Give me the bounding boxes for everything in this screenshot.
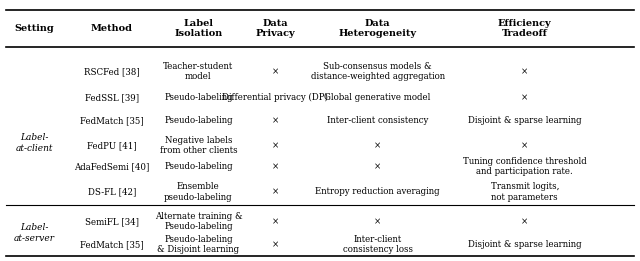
Text: Transmit logits,
not parameters: Transmit logits, not parameters [490,182,559,201]
Text: FedMatch [35]: FedMatch [35] [80,240,144,249]
Text: Data
Privacy: Data Privacy [255,19,295,38]
Text: RSCFed [38]: RSCFed [38] [84,67,140,76]
Text: FedSSL [39]: FedSSL [39] [85,93,139,102]
Text: Method: Method [91,24,133,33]
Text: ×: × [271,67,279,76]
Text: Differential privacy (DP): Differential privacy (DP) [222,93,328,102]
Text: Tuning confidence threshold
and participation rate.: Tuning confidence threshold and particip… [463,157,587,176]
Text: ×: × [271,217,279,226]
Text: ×: × [374,217,381,226]
Text: Inter-client consistency: Inter-client consistency [327,116,428,125]
Text: AdaFedSemi [40]: AdaFedSemi [40] [74,162,150,171]
Text: Pseudo-labeling: Pseudo-labeling [164,162,233,171]
Text: Label-
at-server: Label- at-server [14,223,55,242]
Text: Negative labels
from other clients: Negative labels from other clients [159,136,237,155]
Text: Sub-consensus models &
distance-weighted aggregation: Sub-consensus models & distance-weighted… [310,62,445,81]
Text: ×: × [271,116,279,125]
Text: ×: × [521,93,529,102]
Text: Pseudo-labeling: Pseudo-labeling [164,93,233,102]
Text: ×: × [374,141,381,150]
Text: Global generative model: Global generative model [324,93,431,102]
Text: ×: × [374,162,381,171]
Text: ×: × [271,162,279,171]
Text: ×: × [271,187,279,196]
Text: Label-
at-client: Label- at-client [16,133,53,153]
Text: Efficiency
Tradeoff: Efficiency Tradeoff [498,19,552,38]
Text: FedMatch [35]: FedMatch [35] [80,116,144,125]
Text: ×: × [521,141,529,150]
Text: Inter-client
consistency loss: Inter-client consistency loss [342,235,413,254]
Text: ×: × [271,240,279,249]
Text: Disjoint & sparse learning: Disjoint & sparse learning [468,240,582,249]
Text: Pseudo-labeling
& Disjoint learning: Pseudo-labeling & Disjoint learning [157,235,239,254]
Text: Ensemble
pseudo-labeling: Ensemble pseudo-labeling [164,182,233,201]
Text: Disjoint & sparse learning: Disjoint & sparse learning [468,116,582,125]
Text: ×: × [271,141,279,150]
Text: SemiFL [34]: SemiFL [34] [85,217,139,226]
Text: Pseudo-labeling: Pseudo-labeling [164,116,233,125]
Text: Data
Heterogeneity: Data Heterogeneity [339,19,417,38]
Text: Teacher-student
model: Teacher-student model [163,62,234,81]
Text: Entropy reduction averaging: Entropy reduction averaging [316,187,440,196]
Text: DS-FL [42]: DS-FL [42] [88,187,136,196]
Text: Alternate training &
Pseudo-labeling: Alternate training & Pseudo-labeling [155,212,242,231]
Text: Label
Isolation: Label Isolation [174,19,223,38]
Text: ×: × [521,217,529,226]
Text: Setting: Setting [15,24,54,33]
Text: FedPU [41]: FedPU [41] [87,141,137,150]
Text: ×: × [521,67,529,76]
